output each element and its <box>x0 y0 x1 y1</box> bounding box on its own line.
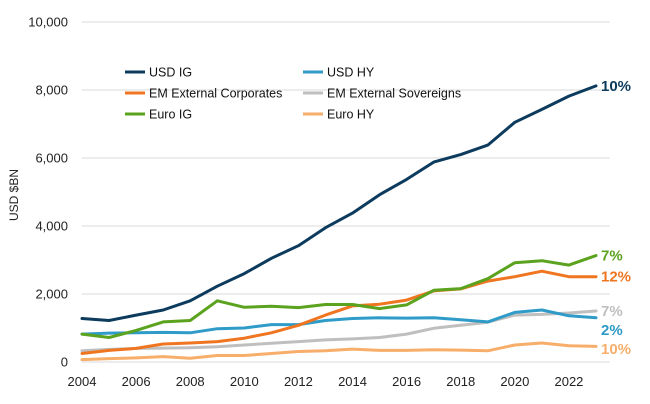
series-line-euro-hy <box>80 341 598 362</box>
series-line-usd-ig <box>80 84 598 322</box>
end-label: 7% <box>601 303 623 320</box>
y-tick-label: 0 <box>61 355 68 370</box>
y-axis-title: USD $BN <box>7 169 21 221</box>
series-line-euro-ig <box>80 254 598 339</box>
x-tick-label: 2020 <box>500 374 529 389</box>
y-tick-label: 6,000 <box>35 151 68 166</box>
legend-label: EM External Corporates <box>149 87 282 101</box>
legend-label: Euro HY <box>327 108 375 122</box>
x-tick-label: 2008 <box>176 374 205 389</box>
y-axis-ticks: 0 2,000 4,000 6,000 8,000 10,000 <box>28 15 68 370</box>
end-labels: 10% 7% 12% 7% 2% 10% <box>601 78 631 358</box>
series-line-usd-hy <box>80 308 598 336</box>
y-tick-label: 2,000 <box>35 287 68 302</box>
x-axis-ticks: 2004 2006 2008 2010 2012 2014 2016 2018 2020 2022 <box>68 374 584 389</box>
end-label: 10% <box>601 78 631 95</box>
series-lines <box>80 84 598 362</box>
x-tick-label: 2014 <box>338 374 367 389</box>
x-tick-label: 2010 <box>230 374 259 389</box>
legend-label: USD HY <box>327 66 375 80</box>
y-tick-label: 4,000 <box>35 219 68 234</box>
series-line-em-external-corporates <box>80 269 598 355</box>
x-tick-label: 2016 <box>392 374 421 389</box>
end-label: 2% <box>601 322 623 339</box>
x-tick-label: 2012 <box>284 374 313 389</box>
gridlines <box>82 21 610 363</box>
legend-label: EM External Sovereigns <box>327 87 461 101</box>
end-label: 12% <box>601 269 631 286</box>
legend-label: USD IG <box>149 66 192 80</box>
series-line-em-external-sovereigns <box>80 309 598 353</box>
legend: USD IG USD HY EM External Corporates EM Ext… <box>125 66 461 122</box>
x-tick-label: 2006 <box>122 374 151 389</box>
x-tick-label: 2004 <box>68 374 97 389</box>
legend-label: Euro IG <box>149 108 192 122</box>
y-tick-label: 8,000 <box>35 83 68 98</box>
y-tick-label: 10,000 <box>28 15 68 30</box>
end-label: 7% <box>601 248 623 265</box>
x-tick-label: 2018 <box>446 374 475 389</box>
x-tick-label: 2022 <box>554 374 583 389</box>
end-label: 10% <box>601 341 631 358</box>
